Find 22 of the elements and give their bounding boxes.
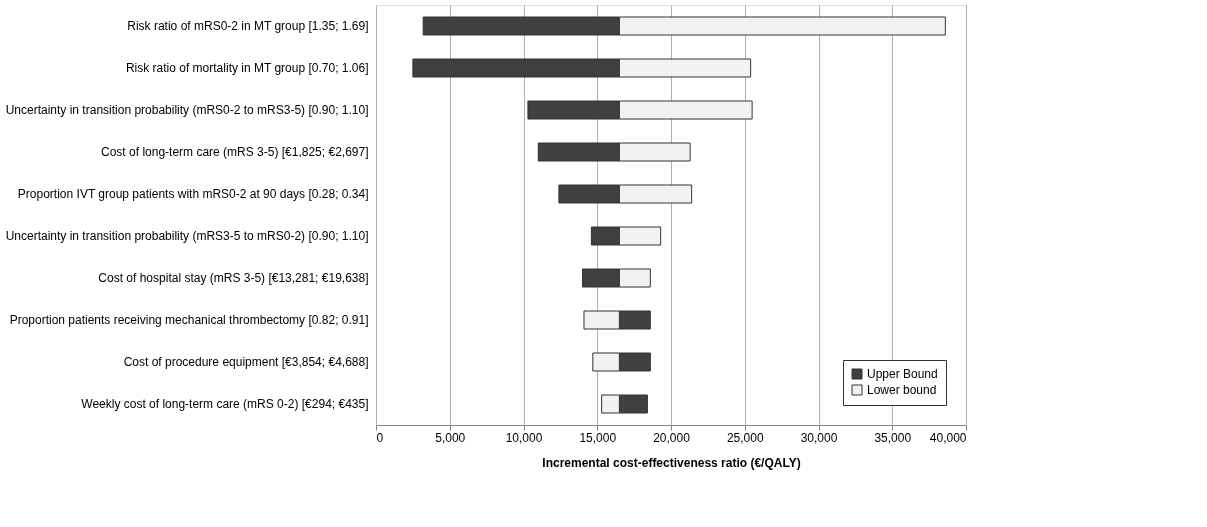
y-tick-label: Cost of hospital stay (mRS 3-5) [€13,281; €19,638] [98,271,369,285]
x-tick-label: 0 [376,430,384,445]
y-tick-label: Proportion patients receiving mechanical thrombectomy [0.82; 0.91] [9,313,369,327]
y-tick-label: Risk ratio of mortality in MT group [0.70; 1.06] [125,61,369,75]
x-tick-label: 20,000 [653,430,691,445]
y-tick-label: Weekly cost of long-term care (mRS 0-2) [€294; €435] [81,397,369,411]
y-tick-label: Cost of long-term care (mRS 3-5) [€1,825; €2,697] [101,145,369,159]
legend-label: Lower bound [867,383,937,397]
y-tick-label: Risk ratio of mRS0-2 in MT group [1.35; 1.69] [127,19,369,33]
x-tick-label: 35,000 [874,430,912,445]
x-tick-label: 30,000 [800,430,838,445]
x-tick-label: 15,000 [579,430,617,445]
x-tick-label: 40,000 [929,430,967,445]
y-tick-label: Uncertainty in transition probability (mRS3-5 to mRS0-2) [0.90; 1.10] [5,229,369,243]
x-axis-title: Incremental cost-effectiveness ratio (€/QALY) [542,455,801,470]
x-tick-label: 25,000 [726,430,764,445]
x-tick-label: 10,000 [505,430,543,445]
legend-label: Upper Bound [867,367,938,381]
y-tick-label: Uncertainty in transition probability (mRS0-2 to mRS3-5) [0.90; 1.10] [5,103,369,117]
x-tick-label: 5,000 [435,430,466,445]
y-tick-label: Proportion IVT group patients with mRS0-2 at 90 days [0.28; 0.34] [17,187,369,201]
y-tick-label: Cost of procedure equipment [€3,854; €4,688] [123,355,369,369]
